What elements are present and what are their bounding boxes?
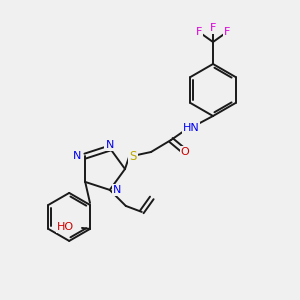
Text: F: F (224, 27, 230, 37)
Text: S: S (129, 151, 137, 164)
Text: O: O (181, 147, 189, 157)
Text: N: N (113, 185, 121, 195)
Text: F: F (210, 23, 216, 33)
Text: HO: HO (57, 222, 74, 232)
Text: F: F (196, 27, 202, 37)
Text: HN: HN (183, 123, 200, 133)
Text: N: N (106, 140, 114, 150)
Text: N: N (73, 151, 81, 161)
